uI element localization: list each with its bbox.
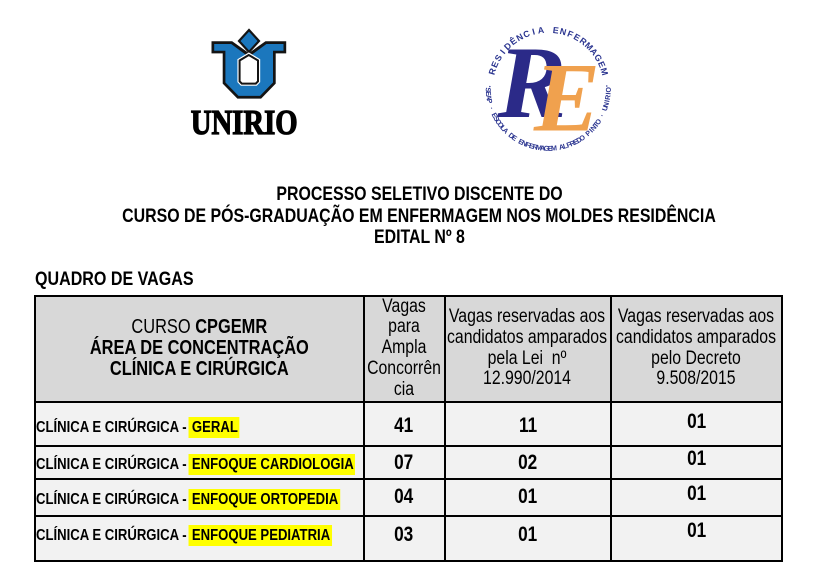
svg-text:R: R (487, 66, 499, 76)
svg-text:F: F (524, 141, 531, 150)
svg-text:E: E (572, 137, 580, 146)
svg-text:C: C (522, 28, 532, 40)
svg-text:E: E (490, 112, 499, 120)
svg-text:·: · (485, 85, 495, 88)
svg-text:A: A (588, 46, 600, 58)
svg-text:N: N (520, 139, 528, 148)
svg-text:N: N (602, 101, 611, 108)
svg-text:M: M (551, 144, 558, 153)
svg-text:D: D (502, 40, 514, 52)
svg-text:E: E (533, 43, 600, 152)
svg-text:O: O (605, 86, 613, 92)
svg-text:E: E (510, 134, 519, 143)
svg-text:O: O (578, 133, 587, 143)
svg-text:R: R (497, 26, 567, 140)
svg-text:L: L (562, 142, 569, 151)
svg-text:A: A (484, 94, 493, 100)
svg-text:O: O (495, 121, 505, 131)
svg-text:A: A (540, 144, 546, 152)
svg-text:I: I (498, 48, 507, 56)
svg-text:F: F (565, 140, 572, 149)
svg-text:E: E (489, 60, 501, 70)
svg-text:I: I (588, 127, 595, 134)
svg-text:A: A (501, 126, 510, 135)
svg-text:L: L (498, 124, 507, 133)
svg-text:·: · (602, 85, 612, 88)
svg-text:S: S (484, 87, 492, 92)
svg-text:·: · (487, 106, 495, 111)
svg-text:M: M (535, 144, 542, 153)
svg-text:N: N (589, 124, 598, 133)
svg-text:N: N (514, 31, 524, 43)
svg-text:S: S (491, 115, 500, 123)
svg-text:Ê: Ê (507, 35, 518, 47)
svg-text:T: T (592, 120, 601, 129)
svg-text:M: M (599, 67, 611, 77)
svg-text:S: S (493, 53, 505, 63)
svg-text:R: R (604, 94, 613, 100)
svg-text:U: U (601, 105, 610, 113)
svg-text:I: I (531, 27, 536, 37)
svg-text:F: F (566, 28, 575, 40)
svg-text:E: E (552, 25, 559, 36)
svg-text:P: P (485, 98, 494, 105)
svg-text:A: A (537, 25, 545, 36)
svg-text:I: I (604, 92, 612, 95)
svg-text:D: D (507, 131, 516, 140)
svg-text:D: D (575, 136, 583, 145)
svg-text:E: E (517, 138, 525, 147)
svg-text:E: E (548, 145, 553, 153)
svg-text:R: R (568, 139, 576, 148)
svg-text:I: I (603, 99, 611, 103)
svg-text:E: E (528, 142, 535, 151)
svg-text:E: E (484, 91, 492, 97)
svg-text:C: C (493, 118, 502, 127)
svg-text:G: G (544, 145, 550, 153)
svg-text:O: O (594, 117, 604, 126)
svg-text:G: G (592, 52, 604, 63)
svg-text:A: A (558, 143, 565, 152)
svg-text:E: E (596, 60, 608, 70)
svg-text:R: R (532, 143, 539, 152)
svg-text:·: · (598, 113, 606, 119)
svg-text:P: P (584, 129, 593, 138)
svg-text:R: R (578, 35, 590, 47)
svg-text:N: N (559, 26, 568, 37)
svg-text:E: E (572, 32, 582, 44)
